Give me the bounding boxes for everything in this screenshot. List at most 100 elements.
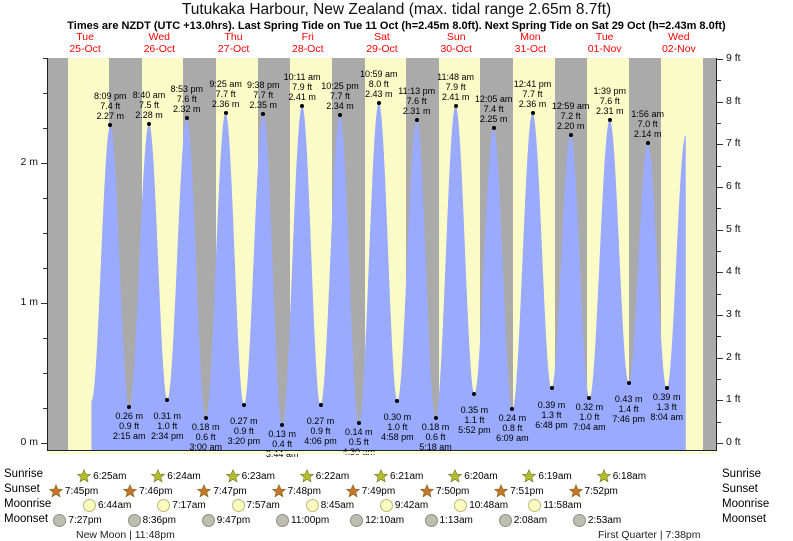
day-of-week: Tue xyxy=(76,31,94,43)
tide-label-line-3: 3:00 am xyxy=(189,441,222,452)
tide-label-line-2: 7.9 ft xyxy=(292,81,313,92)
low-tide-marker xyxy=(510,407,515,412)
tide-label-line-2: 7.4 ft xyxy=(100,101,121,112)
tide-label-line-1: 8:09 pm xyxy=(94,91,127,102)
day-of-week: Thu xyxy=(224,31,243,43)
tide-label-line-1: 0.27 m xyxy=(230,416,258,427)
astro-row-label-sunset: Sunset xyxy=(722,483,758,495)
tide-label-line-3: 2:15 am xyxy=(112,430,146,441)
astro-row-label-moonrise: Moonrise xyxy=(4,498,52,510)
low-tide-label: 0.27 m 0.9 ft 4:06 pm xyxy=(288,416,354,446)
left-axis-tick xyxy=(43,408,47,409)
high-tide-marker xyxy=(147,121,151,126)
tide-label-line-1: 0.14 m xyxy=(345,427,373,438)
astro-time: 6:19am xyxy=(538,470,572,482)
tide-label-line-1: 0.13 m xyxy=(268,428,296,439)
sunrise-star-icon xyxy=(151,469,166,483)
astro-time: 10:48am xyxy=(469,500,509,511)
moonrise-circle-icon xyxy=(83,499,96,512)
right-axis-tick xyxy=(717,336,721,338)
astro-row-label-sunset: Sunset xyxy=(4,483,40,495)
right-axis-tick xyxy=(717,251,721,252)
right-axis-label: 3 ft xyxy=(726,308,741,320)
tide-label-line-2: 1.3 ft xyxy=(656,402,677,413)
high-tide-marker xyxy=(645,141,650,146)
tide-label-line-3: 5:52 pm xyxy=(458,425,491,436)
right-axis-label: 8 ft xyxy=(726,94,741,107)
tide-label-line-1: 0.27 m xyxy=(306,416,335,427)
low-tide-marker xyxy=(203,415,208,420)
tide-label-line-2: 0.8 ft xyxy=(502,423,523,434)
tide-label-line-1: 0.24 m xyxy=(498,413,527,424)
moonset-circle-icon xyxy=(498,514,512,527)
day-of-week: Sat xyxy=(374,31,390,43)
astro-time: 11:00pm xyxy=(291,515,330,526)
left-axis-tick xyxy=(43,93,47,94)
day-header-2: Wed 26-Oct xyxy=(122,31,196,55)
tide-label-line-1: 8:53 pm xyxy=(170,84,204,95)
tide-label-line-3: 2.43 m xyxy=(365,88,393,99)
astro-entry-sunrise-3: 6:23am xyxy=(225,469,275,483)
day-header-8: Tue 01-Nov xyxy=(568,31,642,55)
tide-label-line-1: 0.39 m xyxy=(537,399,566,410)
astro-row-label-sunrise: Sunrise xyxy=(722,468,761,480)
astro-entry-sunset-5: 7:49pm xyxy=(345,484,395,498)
moonrise-circle-icon xyxy=(454,499,468,512)
tide-label-line-1: 0.18 m xyxy=(191,421,220,432)
low-tide-marker xyxy=(433,415,438,420)
astro-entry-moonset-3: 9:47pm xyxy=(201,514,250,527)
day-date: 27-Oct xyxy=(217,43,250,55)
astro-time: 6:18am xyxy=(612,470,647,482)
tide-label-line-3: 6:09 am xyxy=(496,433,529,444)
low-tide-label: 0.27 m 0.9 ft 3:20 pm xyxy=(211,416,277,446)
astro-row-label-moonrise: Moonrise xyxy=(722,498,770,510)
astro-entry-moonset-2: 8:36pm xyxy=(127,514,176,527)
day-date: 02-Nov xyxy=(661,43,696,55)
low-tide-marker xyxy=(165,397,170,402)
sunset-star-icon xyxy=(568,484,583,498)
day-header-9: Wed 02-Nov xyxy=(642,31,716,55)
left-axis-tick xyxy=(41,443,47,444)
day-date: 29-Oct xyxy=(366,43,398,55)
low-tide-marker xyxy=(549,386,554,391)
tide-label-line-3: 6:48 pm xyxy=(535,419,568,430)
tide-label-line-1: 0.35 m xyxy=(460,405,489,416)
astro-entry-sunrise-5: 6:21am xyxy=(374,469,423,483)
astro-row-label-moonset: Moonset xyxy=(4,513,49,525)
tide-label-line-3: 7:04 am xyxy=(573,422,606,433)
high-tide-label: 11:48 am 7.9 ft 2.41 m xyxy=(423,72,489,102)
astro-time: 6:24am xyxy=(167,470,201,482)
right-axis-tick xyxy=(717,187,723,188)
moonset-circle-icon xyxy=(276,514,289,527)
low-tide-label: 0.18 m 0.6 ft 5:18 am xyxy=(403,422,469,452)
sunrise-star-icon xyxy=(374,469,388,483)
tide-label-line-3: 2.28 m xyxy=(135,109,163,120)
day-header-5: Sat 29-Oct xyxy=(345,31,419,55)
astro-time: 6:23am xyxy=(241,470,275,482)
sunrise-star-icon xyxy=(77,469,92,483)
high-tide-marker xyxy=(414,117,419,122)
tide-label-line-2: 7.0 ft xyxy=(637,119,658,130)
right-axis-tick xyxy=(717,144,723,146)
tide-label-line-1: 0.32 m xyxy=(575,402,604,413)
tide-label-line-1: 0.26 m xyxy=(115,410,143,421)
astro-entry-moonset-5: 12:10am xyxy=(350,514,404,527)
high-tide-marker xyxy=(607,117,612,122)
astro-entry-sunset-4: 7:48pm xyxy=(271,484,321,498)
low-tide-label: 0.32 m 1.0 ft 7:04 am xyxy=(556,402,622,432)
astro-row-label-moonset: Moonset xyxy=(722,513,767,525)
astro-time: 6:22am xyxy=(315,470,350,482)
moonrise-circle-icon xyxy=(379,499,393,512)
moonrise-circle-icon xyxy=(305,499,319,512)
tide-label-line-2: 0.9 ft xyxy=(119,420,140,431)
low-tide-marker xyxy=(587,396,592,401)
left-axis-tick xyxy=(43,198,47,199)
moon-phase-1: New Moon | 11:48pm xyxy=(76,529,175,541)
tide-label-line-3: 4:58 pm xyxy=(381,432,414,443)
sunset-star-icon xyxy=(48,484,63,498)
sunrise-star-icon xyxy=(299,469,314,483)
left-axis-tick xyxy=(41,163,47,164)
day-date: 31-Oct xyxy=(514,43,547,55)
tide-label-line-3: 2.34 m xyxy=(326,101,354,112)
low-tide-label: 0.24 m 0.8 ft 6:09 am xyxy=(479,413,545,443)
